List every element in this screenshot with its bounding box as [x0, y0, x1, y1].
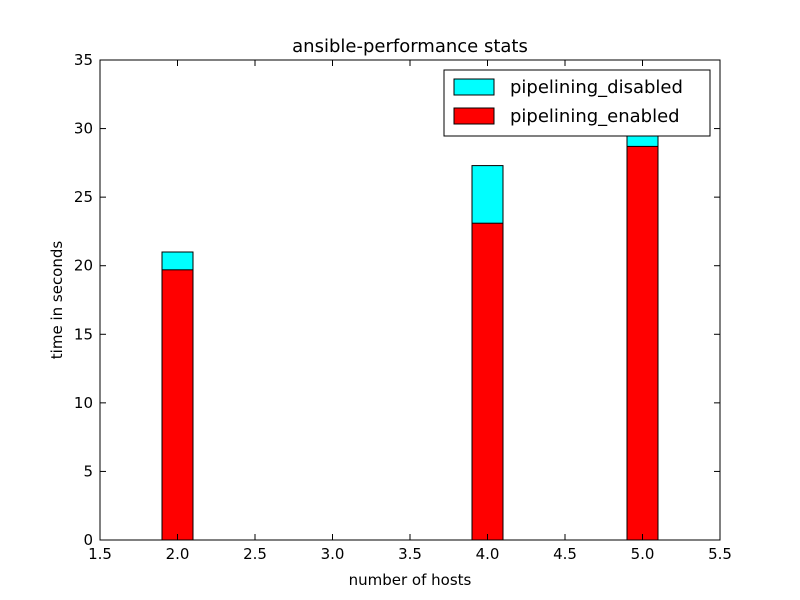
chart-title: ansible-performance stats — [292, 36, 528, 57]
bar-pipelining-enabled-2 — [626, 145, 659, 541]
ticks-layer: 1.5 2.0 2.5 3.0 3.5 4.0 4.5 5.0 5.5 0 5 10 15 20 25 30 3… — [74, 51, 732, 563]
bars-layer — [161, 128, 659, 541]
y-tick-label: 20 — [74, 257, 93, 275]
bar-pipelining-enabled-1 — [471, 222, 504, 541]
x-tick-label: 4.5 — [553, 545, 577, 563]
legend-label-pipelining-enabled: pipelining_enabled — [510, 106, 680, 127]
x-tick-label: 4.0 — [476, 545, 500, 563]
legend-swatch-pipelining-disabled — [453, 78, 495, 96]
x-tick-label: 1.5 — [88, 545, 112, 563]
x-tick-label: 3.0 — [321, 545, 345, 563]
y-tick-label: 15 — [74, 325, 93, 343]
y-tick-label: 25 — [74, 188, 93, 206]
x-tick-label: 2.5 — [243, 545, 267, 563]
x-tick-label: 3.5 — [398, 545, 422, 563]
y-tick-label: 5 — [83, 462, 93, 480]
y-axis-label: time in seconds — [48, 241, 66, 360]
legend: pipelining_disabled pipelining_enabled — [443, 69, 711, 137]
y-tick-label: 0 — [83, 531, 93, 549]
y-tick-label: 35 — [74, 51, 93, 69]
x-axis-label: number of hosts — [349, 571, 472, 589]
y-tick-label: 30 — [74, 120, 93, 138]
bar-pipelining-enabled-0 — [161, 269, 194, 541]
legend-label-pipelining-disabled: pipelining_disabled — [510, 77, 683, 98]
x-tick-label: 5.0 — [631, 545, 655, 563]
y-tick-label: 10 — [74, 394, 93, 412]
x-tick-label: 2.0 — [166, 545, 190, 563]
legend-swatch-pipelining-enabled — [453, 107, 495, 125]
x-tick-label: 5.5 — [708, 545, 732, 563]
